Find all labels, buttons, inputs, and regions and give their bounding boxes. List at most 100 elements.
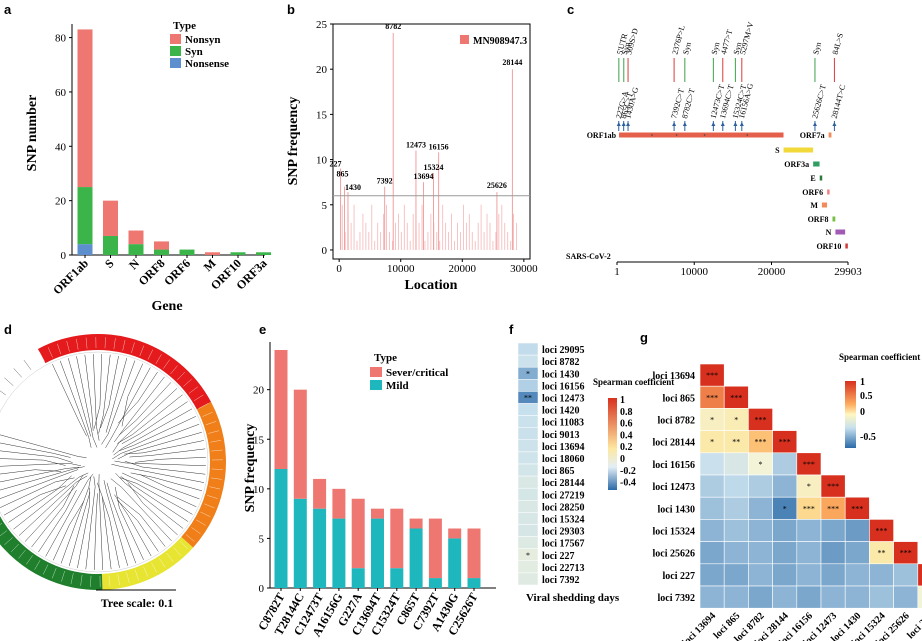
tree-branch xyxy=(24,485,77,542)
tree-branch xyxy=(83,492,91,513)
gene-marker xyxy=(703,134,706,136)
panel-b-legend-swatch xyxy=(460,35,469,44)
tree-branch xyxy=(101,496,110,519)
panel-a-bar-nonsyn xyxy=(128,230,144,245)
panel-b-point-label: 865 xyxy=(336,170,348,179)
gene-label: ORF6 xyxy=(802,188,823,197)
tree-branch xyxy=(56,475,72,490)
tree-branch xyxy=(55,477,75,483)
panel-g-cell xyxy=(820,519,846,542)
tree-branch xyxy=(103,480,108,493)
tree-leaf-label xyxy=(202,411,213,417)
panel-g-cell xyxy=(772,585,798,609)
panel-g-star: * xyxy=(734,416,738,425)
panel-e-bar-severe xyxy=(448,528,462,539)
panel-f-row-label: loci 12473 xyxy=(542,393,585,404)
panel-d-letter: d xyxy=(4,322,12,337)
panel-b-ytick-label: 25 xyxy=(316,19,328,31)
panel-e-bar-severe xyxy=(351,498,365,569)
panel-e-bar-severe xyxy=(428,518,442,579)
panel-f-colorbar xyxy=(608,398,617,490)
panel-g-star: * xyxy=(783,504,787,513)
panel-g-correlation-heatmap: g ****** **** * **** ** *** **** **** **** *** ***… xyxy=(640,330,922,641)
gene-label: ORF7a xyxy=(800,131,825,140)
tree-branch xyxy=(0,481,56,508)
panel-f-cell xyxy=(517,524,539,537)
panel-f-cell xyxy=(517,427,539,441)
tree-leaf-label xyxy=(90,575,92,587)
panel-e-bar-severe xyxy=(390,508,404,569)
tree-leaf-label xyxy=(211,449,223,452)
gene-label: ORF10 xyxy=(816,242,841,251)
panel-g-row-label: loci 1430 xyxy=(658,504,696,515)
tree-branch xyxy=(69,500,85,526)
panel-e-bar-mild xyxy=(448,538,462,588)
tree-branch xyxy=(112,441,120,453)
tree-leaf-label xyxy=(206,495,218,499)
tree-branch xyxy=(0,469,36,475)
panel-g-cell xyxy=(820,541,846,565)
tree-leaf-label xyxy=(47,347,53,358)
genome-upper-label: Syn xyxy=(620,41,632,55)
panel-f-row-label: loci 11083 xyxy=(542,418,584,429)
tree-branch xyxy=(124,452,143,455)
tree-branch xyxy=(142,466,206,475)
panel-f-cell xyxy=(517,403,539,416)
legend-swatch-nonsyn xyxy=(170,34,181,44)
tree-branch xyxy=(52,364,79,420)
panel-f-row-label: loci 9013 xyxy=(542,430,580,441)
panel-e-legend: Type Sever/critical Mild xyxy=(370,352,448,392)
tree-branch xyxy=(0,468,76,491)
panel-g-cell xyxy=(748,496,773,520)
panel-b-point-label: 8782 xyxy=(385,22,401,31)
panel-f-cell xyxy=(517,536,539,549)
genome-axis-label: 10000 xyxy=(680,266,708,278)
panel-a-xtick-label: ORF1ab xyxy=(50,256,91,297)
tree-branch xyxy=(64,469,79,475)
tree-branch xyxy=(132,394,183,435)
tree-leaf-label xyxy=(194,394,204,401)
panel-f-colorbar-tick: 0.8 xyxy=(620,407,633,418)
gene-bar-orf1ab xyxy=(619,132,784,138)
tree-leaf-label xyxy=(18,549,26,559)
panel-g-cell xyxy=(723,452,749,476)
tree-branch xyxy=(98,482,103,570)
tree-branch xyxy=(105,412,112,433)
panel-g-cell xyxy=(869,563,894,587)
gene-bar-orf3a xyxy=(813,161,820,167)
legend-swatch-syn xyxy=(170,46,181,56)
tree-branch xyxy=(111,463,121,467)
panel-g-cell xyxy=(723,496,749,520)
panel-b-ytick-label: 20 xyxy=(316,64,328,76)
panel-b-letter: b xyxy=(287,2,295,17)
tree-branch xyxy=(136,382,172,421)
tree-branch xyxy=(108,355,119,407)
tree-branch xyxy=(38,510,66,553)
tree-branch xyxy=(118,445,134,452)
tree-clade-yellow xyxy=(101,536,194,590)
panel-f-cell xyxy=(517,572,539,586)
panel-b-point-label: 1430 xyxy=(345,183,361,192)
tree-branch xyxy=(91,409,94,431)
tree-leaf-label xyxy=(191,527,201,534)
tree-branch xyxy=(93,514,97,570)
tree-leaf-label xyxy=(104,337,106,349)
tree-branch xyxy=(60,487,90,564)
panel-g-letter: g xyxy=(640,330,648,345)
tree-branch xyxy=(52,524,70,561)
legend-swatch-nonsense xyxy=(170,58,181,68)
tree-branch xyxy=(130,472,154,478)
tree-branch xyxy=(78,456,87,458)
panel-f-colorbar-tick: 1 xyxy=(620,395,625,406)
panel-f-cell xyxy=(517,439,539,453)
panel-g-cell xyxy=(699,563,725,587)
genome-upper-label: 84L>S xyxy=(831,32,845,55)
tree-branch xyxy=(117,434,133,444)
panel-f-row-label: loci 227 xyxy=(542,551,575,562)
panel-g-star: * xyxy=(759,460,763,469)
panel-b-ytick-label: 15 xyxy=(316,109,328,121)
panel-g-star: *** xyxy=(900,549,912,558)
panel-f-star: ** xyxy=(524,393,532,402)
tree-branch xyxy=(121,487,172,542)
panel-f-letter: f xyxy=(509,322,514,337)
